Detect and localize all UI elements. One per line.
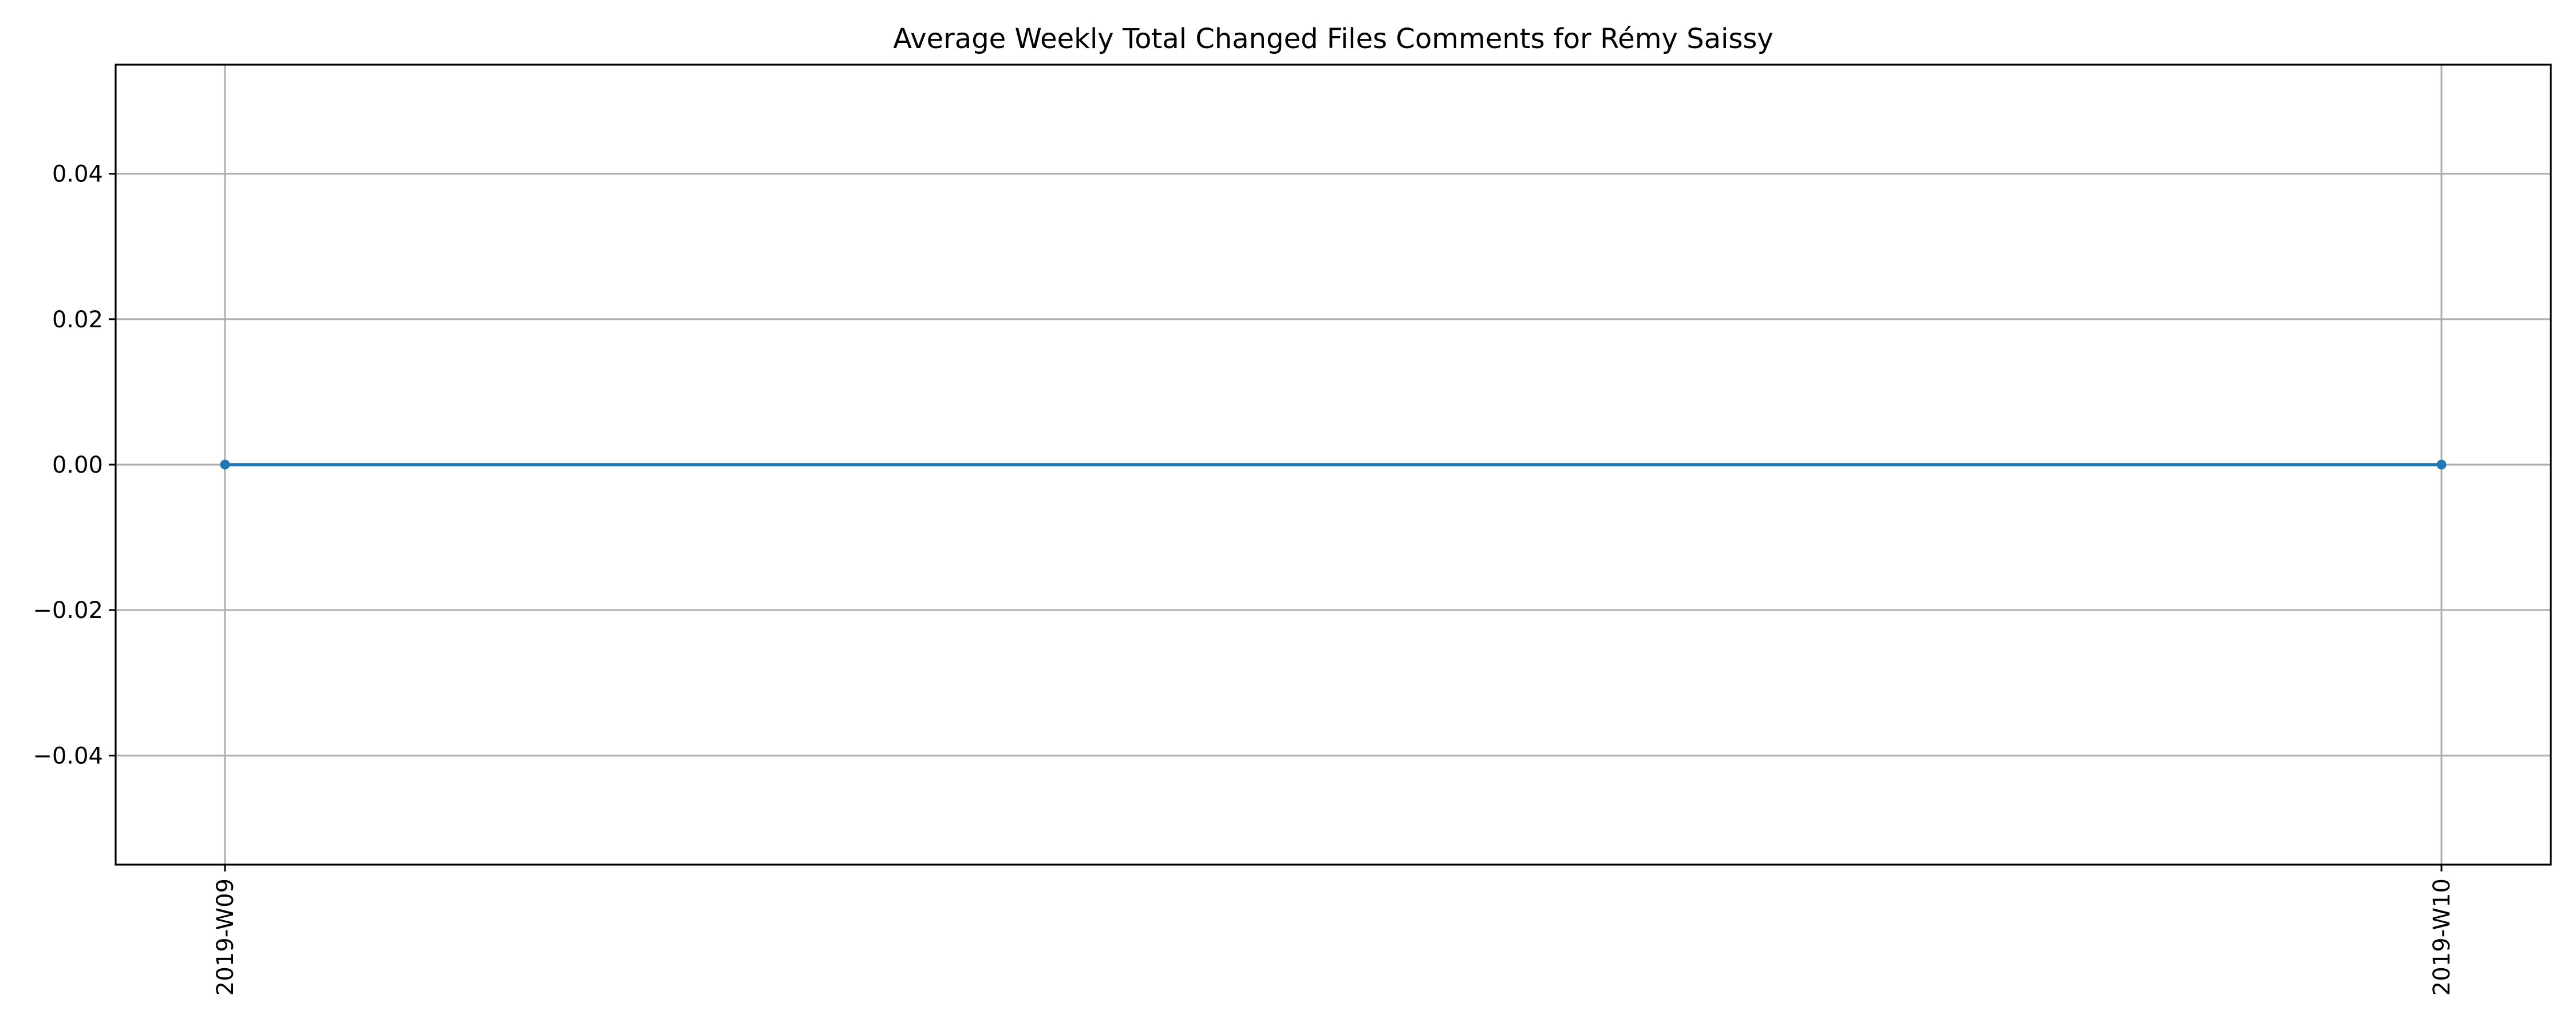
y-tick-label: 0.02: [52, 307, 103, 333]
data-point: [2436, 459, 2447, 470]
y-tick-label: −0.04: [33, 743, 103, 769]
x-tick-label: 2019-W10: [2429, 878, 2455, 996]
x-tick-label: 2019-W09: [212, 878, 239, 996]
series-layer: [220, 459, 2447, 470]
y-tick-label: −0.02: [33, 597, 103, 624]
y-tick-label: 0.04: [52, 161, 103, 188]
chart-title: Average Weekly Total Changed Files Comme…: [893, 23, 1773, 55]
data-point: [220, 459, 230, 470]
x-axis: 2019-W09 2019-W10: [212, 865, 2455, 996]
y-tick-label: 0.00: [52, 452, 103, 478]
y-axis: −0.04 −0.02 0.00 0.02 0.04: [33, 161, 116, 769]
plot-frame: [114, 64, 2552, 866]
